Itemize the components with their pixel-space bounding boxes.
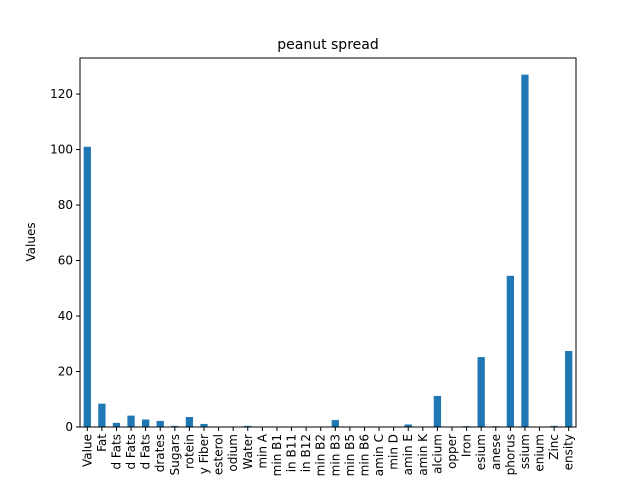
x-tick-label: alcium: [430, 434, 444, 474]
x-tick-label: min D: [387, 434, 401, 470]
bar: [142, 419, 150, 427]
x-tick-label: in B12: [299, 434, 313, 472]
x-tick-label: phorus: [503, 434, 517, 475]
x-tick-label: odium: [226, 434, 240, 472]
y-tick-label: 120: [50, 87, 73, 101]
x-axis: Value Fat d Fats d Fats d Fats drates Sugars ro…: [80, 427, 576, 476]
bar: [112, 422, 121, 427]
bar: [433, 395, 442, 427]
x-tick-label: anese: [489, 434, 503, 470]
plot-frame: [79, 57, 577, 428]
bar: [185, 417, 194, 427]
x-tick-label: enium: [533, 434, 547, 472]
bar: [98, 403, 106, 427]
x-tick-label: esium: [474, 434, 488, 470]
y-axis: 0 20 40 60 80 100 120: [50, 87, 80, 434]
x-tick-label: d Fats: [124, 434, 138, 470]
x-tick-label: Value: [80, 434, 94, 467]
x-tick-label: ssium: [518, 434, 532, 469]
x-tick-label: opper: [445, 434, 459, 469]
y-tick-label: 60: [58, 254, 73, 268]
y-tick-label: 20: [58, 365, 73, 379]
bar-series: [83, 74, 573, 428]
x-tick-label: amin E: [401, 434, 415, 475]
bar: [331, 420, 339, 427]
chart-title: peanut spread: [277, 37, 378, 53]
x-tick-label: min B2: [314, 434, 328, 476]
x-tick-label: in B11: [285, 434, 299, 472]
y-tick-label: 100: [50, 143, 73, 157]
x-tick-label: min B1: [270, 434, 284, 476]
bar: [550, 425, 558, 427]
x-tick-label: min B3: [328, 434, 342, 476]
x-tick-label: amin K: [416, 433, 430, 476]
bar: [521, 74, 529, 428]
x-tick-label: Water: [241, 434, 255, 470]
x-tick-label: ensity: [562, 434, 576, 470]
y-tick-label: 40: [58, 309, 73, 323]
bar: [477, 357, 485, 427]
x-tick-label: amin C: [372, 434, 386, 476]
x-tick-label: Zinc: [547, 434, 561, 460]
bar: [156, 420, 164, 427]
x-tick-label: min B5: [343, 434, 357, 476]
x-tick-label: y Fiber: [197, 434, 211, 474]
x-tick-label: drates: [153, 434, 167, 472]
x-tick-label: min B6: [357, 434, 371, 476]
bar: [83, 146, 91, 427]
bar: [127, 415, 135, 427]
bar: [565, 350, 573, 427]
x-tick-label: min A: [255, 433, 269, 468]
x-tick-label: rotein: [182, 434, 196, 469]
y-axis-label: Values: [24, 222, 38, 261]
x-tick-label: Iron: [460, 434, 474, 457]
bar: [506, 275, 514, 427]
bar: [244, 425, 252, 427]
y-tick-label: 80: [58, 198, 73, 212]
y-tick-label: 0: [65, 420, 73, 434]
x-tick-label: Sugars: [168, 434, 182, 475]
x-tick-label: d Fats: [109, 434, 123, 470]
x-tick-label: esterol: [212, 434, 226, 475]
bar: [404, 424, 412, 427]
bar: [171, 425, 179, 427]
x-tick-label: Fat: [95, 434, 109, 452]
bar: [200, 423, 208, 427]
x-tick-label: d Fats: [139, 434, 153, 470]
